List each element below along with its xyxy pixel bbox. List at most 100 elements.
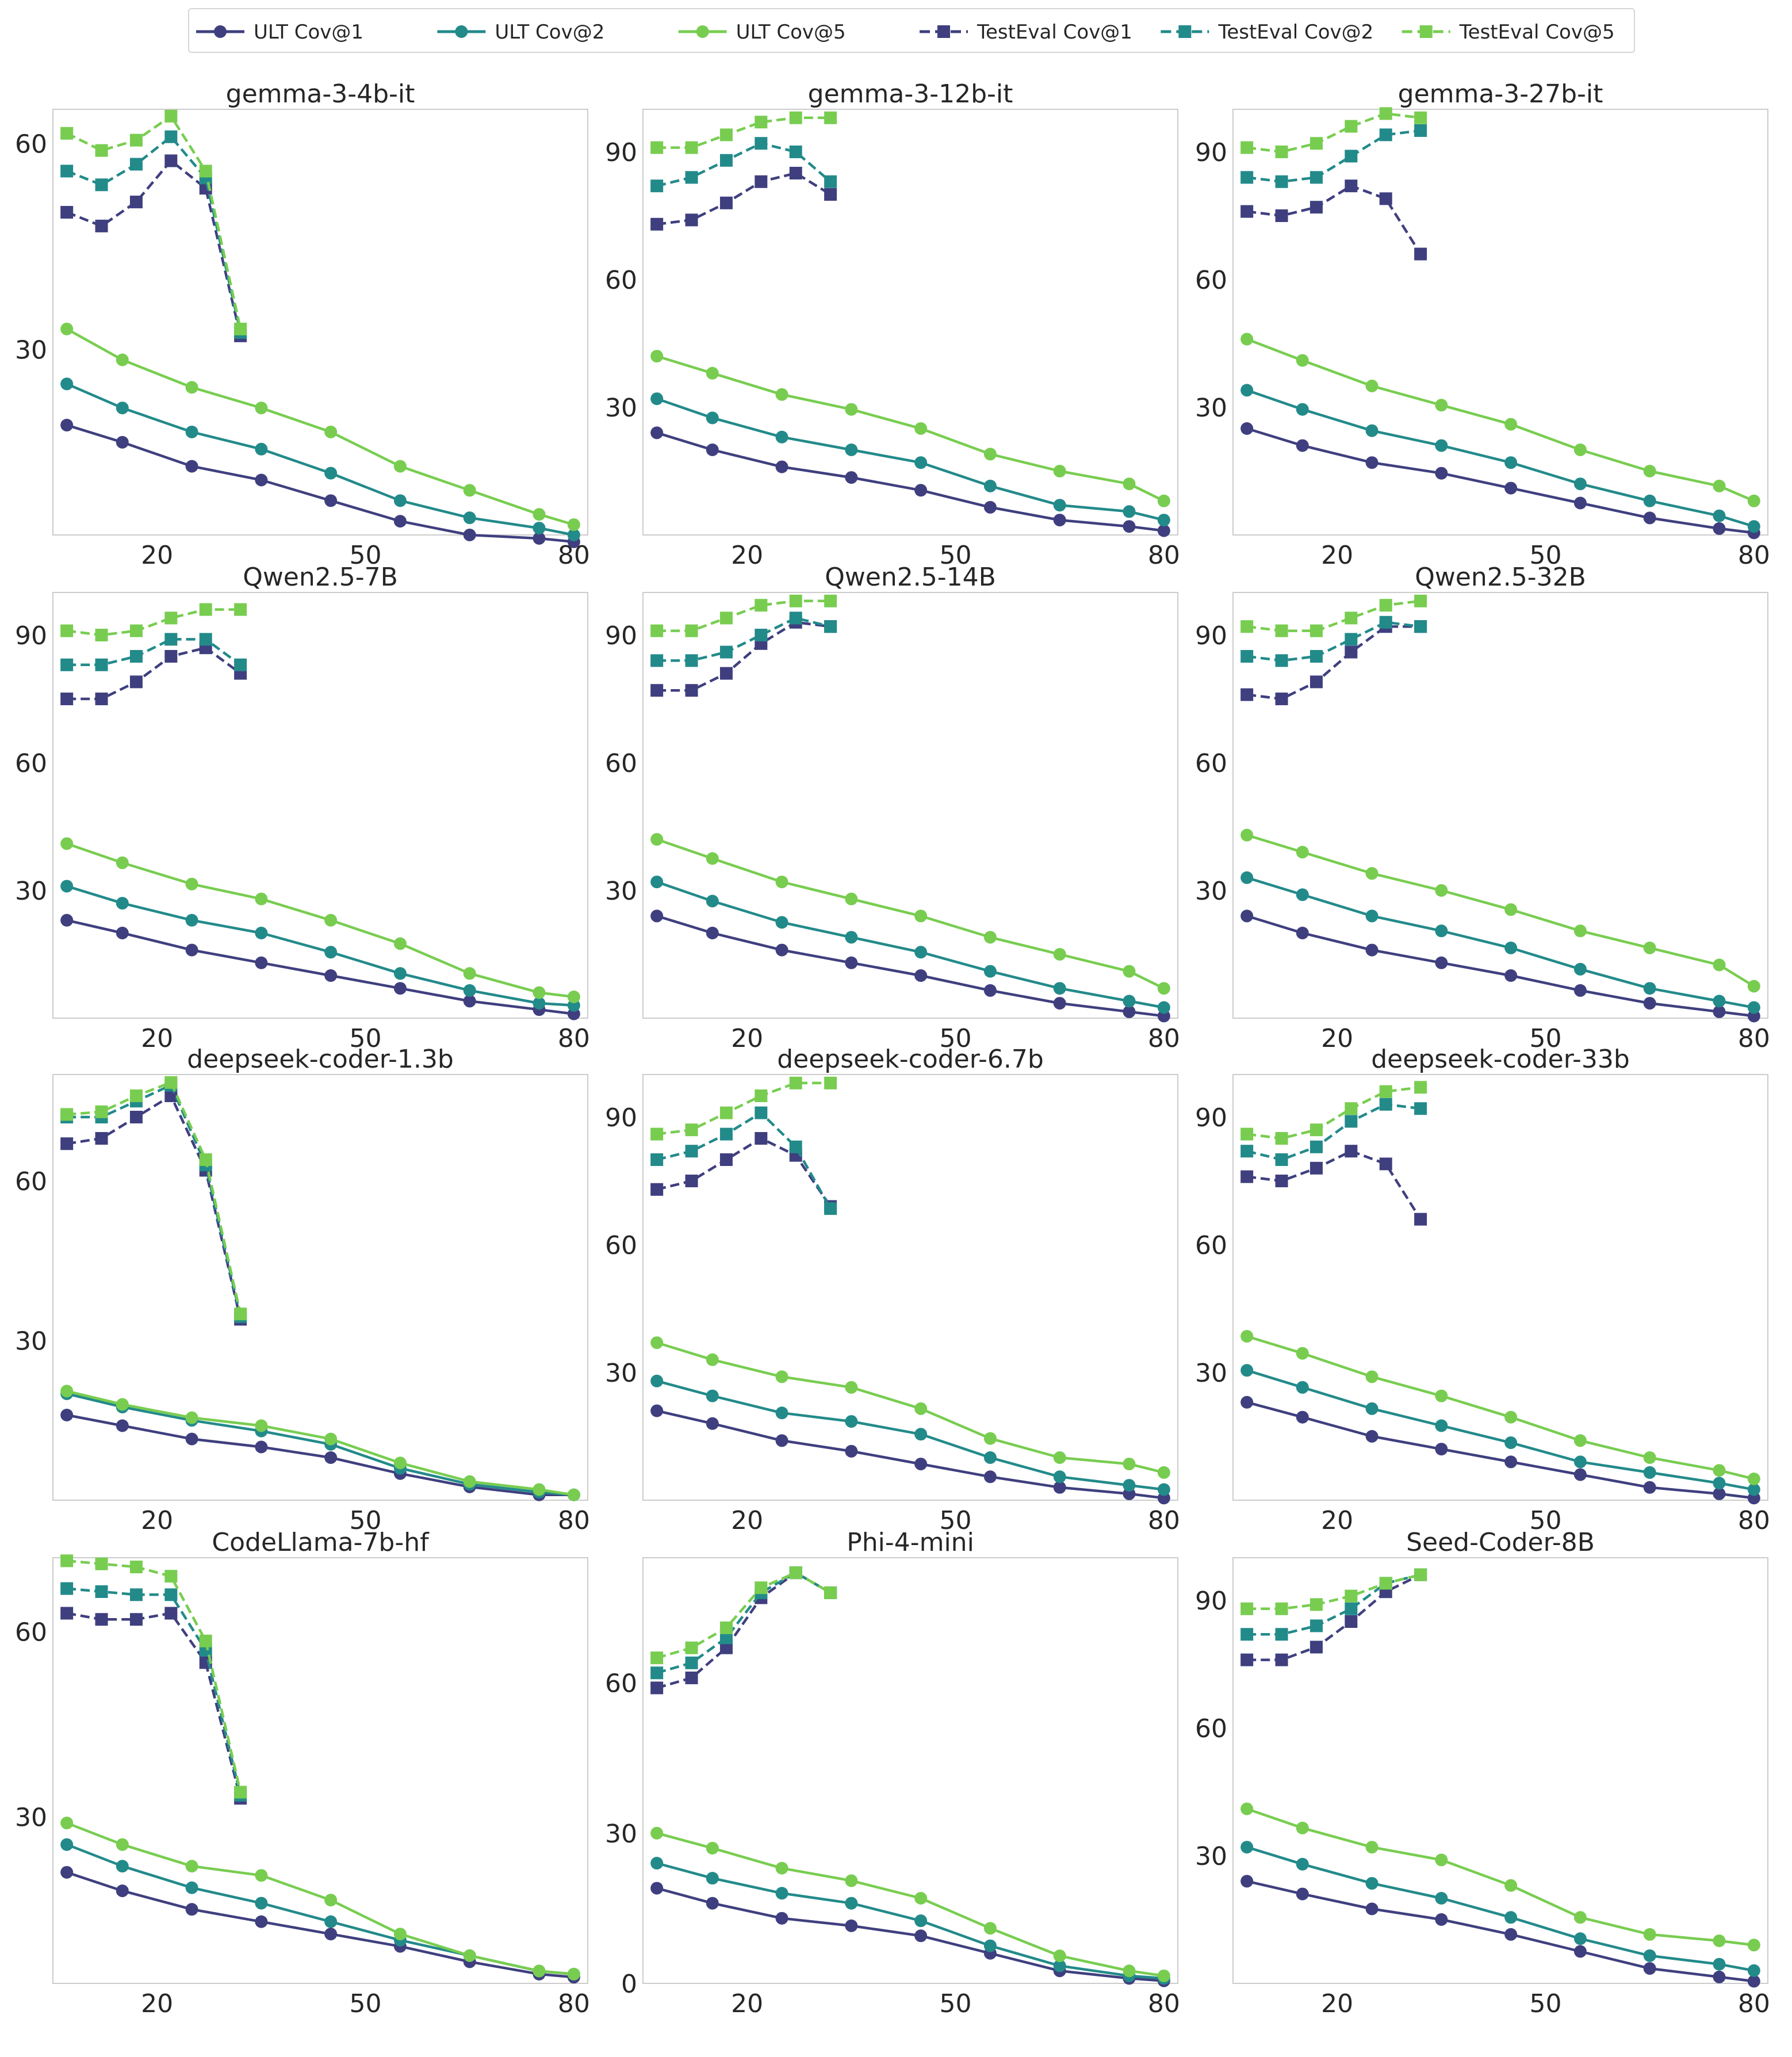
series-testeval-cov-5 (1240, 1081, 1427, 1145)
data-point (650, 909, 664, 923)
y-tick-label: 60 (15, 1167, 47, 1196)
data-point (95, 629, 108, 641)
series-ult-cov-1 (650, 909, 1170, 1023)
data-point (1504, 941, 1518, 954)
data-point (789, 611, 802, 625)
data-point (1157, 982, 1170, 995)
data-point (1345, 1602, 1358, 1615)
data-point (234, 1307, 247, 1321)
data-point (914, 1428, 928, 1441)
data-point (1123, 1964, 1136, 1978)
data-point (685, 1175, 698, 1187)
data-point (983, 448, 997, 461)
data-point (533, 986, 546, 999)
data-point (719, 1621, 733, 1634)
data-point (1309, 201, 1323, 214)
data-point (60, 913, 74, 927)
data-point (755, 1581, 768, 1595)
data-point (1123, 1005, 1136, 1018)
legend-item-testeval-cov-5: TestEval Cov@5 (1402, 21, 1615, 44)
data-point (650, 217, 664, 231)
data-point (650, 654, 664, 667)
legend-marker (1419, 25, 1433, 38)
data-point (1379, 192, 1392, 205)
x-tick-label: 80 (1738, 1506, 1770, 1535)
data-point (164, 1588, 178, 1601)
panel-qwen2-5-7b: Qwen2.5-7B 20 50 80 30 60 90 (15, 563, 590, 1053)
data-point (1053, 499, 1066, 512)
data-point (719, 611, 733, 625)
panel-deepseek-coder-33b: deepseek-coder-33b 20 50 80 30 60 90 (1195, 1045, 1770, 1535)
legend-item-ult-cov-1: ULT Cov@1 (196, 21, 363, 44)
x-tick-label: 50 (350, 1024, 382, 1053)
data-point (1573, 443, 1587, 456)
data-point (719, 667, 733, 680)
y-tick-label: 60 (605, 749, 637, 778)
data-point (60, 1385, 74, 1398)
data-point (1345, 1615, 1358, 1628)
data-point (685, 1641, 698, 1654)
data-point (845, 1897, 858, 1910)
series-ult-cov-5 (60, 837, 580, 1003)
data-point (116, 1398, 129, 1411)
data-point (685, 624, 698, 637)
data-point (533, 508, 546, 521)
data-point (1240, 1602, 1254, 1615)
data-point (255, 927, 268, 939)
data-point (845, 1415, 858, 1428)
data-point (983, 1939, 997, 1952)
data-point (185, 943, 198, 957)
data-point (1157, 1969, 1170, 1982)
data-point (255, 956, 268, 969)
data-point (650, 350, 664, 363)
series-testeval-cov-1 (60, 641, 247, 705)
data-point (185, 1411, 198, 1424)
data-point (1573, 1434, 1587, 1447)
data-point (650, 1857, 664, 1870)
data-point (1379, 1577, 1392, 1590)
legend-marker (696, 25, 709, 38)
data-point (1275, 654, 1288, 667)
panel-title: gemma-3-27b-it (1398, 79, 1603, 109)
series-ult-cov-5 (60, 322, 580, 532)
series-testeval-cov-1 (1240, 1145, 1427, 1226)
data-point (1345, 1102, 1358, 1115)
data-point (393, 515, 407, 528)
data-point (164, 154, 178, 167)
series-testeval-cov-5 (1240, 107, 1427, 158)
data-point (185, 460, 198, 473)
data-point (393, 460, 407, 473)
x-tick-label: 20 (141, 1506, 173, 1535)
data-point (845, 1919, 858, 1932)
data-point (914, 1914, 928, 1928)
data-point (1573, 1468, 1587, 1481)
data-point (706, 1897, 719, 1910)
data-point (1365, 943, 1379, 957)
data-point (533, 997, 546, 1010)
data-point (255, 892, 268, 905)
series-ult-cov-2 (1240, 1364, 1760, 1496)
legend-item-testeval-cov-1: TestEval Cov@1 (920, 21, 1132, 44)
x-tick-label: 50 (940, 541, 972, 570)
series-ult-cov-5 (1240, 332, 1760, 507)
data-point (650, 392, 664, 406)
data-point (60, 1865, 74, 1879)
data-point (1240, 1802, 1254, 1815)
series-testeval-cov-5 (650, 594, 837, 637)
series-testeval-cov-2 (1240, 1098, 1427, 1166)
data-point (914, 422, 928, 435)
data-point (775, 1370, 788, 1383)
data-point (1573, 477, 1587, 491)
data-point (719, 1641, 733, 1654)
data-point (1157, 1483, 1170, 1496)
x-tick-label: 20 (1321, 1506, 1353, 1535)
data-point (1435, 1853, 1448, 1867)
data-point (1275, 1653, 1288, 1666)
y-tick-label: 60 (15, 130, 47, 159)
data-point (463, 529, 476, 541)
data-point (1345, 1589, 1358, 1603)
data-point (983, 965, 997, 978)
data-point (60, 1137, 74, 1150)
data-point (1123, 1458, 1136, 1471)
series-testeval-cov-5 (1240, 594, 1427, 637)
